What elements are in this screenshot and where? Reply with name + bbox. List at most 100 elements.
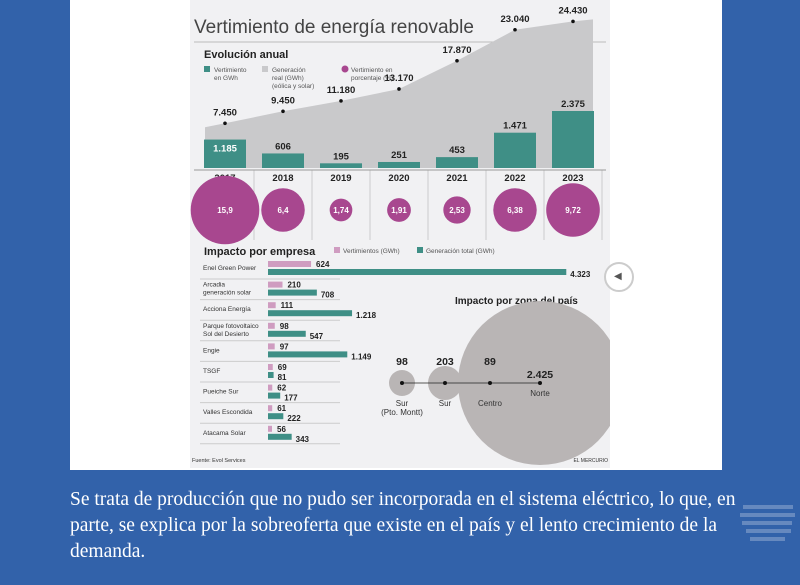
generacion-total-value: 547 — [310, 332, 324, 341]
legend-swatch-generacion — [262, 66, 268, 72]
generacion-point — [397, 87, 401, 91]
generacion-total-bar — [268, 330, 306, 337]
empresa-heading: Impacto por empresa — [204, 246, 316, 258]
porcentaje-bubble — [261, 188, 305, 232]
company-name: TSGF — [203, 368, 220, 375]
generacion-point — [339, 99, 343, 103]
porcentaje-label: 1,91 — [391, 206, 407, 215]
vertimientos-bar — [268, 425, 272, 432]
legend-swatch-porcentaje — [341, 65, 349, 73]
vertimiento-label: 1.185 — [213, 144, 237, 155]
year-label: 2021 — [446, 173, 468, 184]
zone-value: 98 — [396, 356, 408, 368]
year-label: 2022 — [504, 173, 525, 184]
zone-point — [538, 381, 542, 385]
legend-label: Vertimiento en GWh — [214, 67, 247, 82]
generacion-total-value: 222 — [287, 414, 301, 423]
year-label: 2020 — [388, 173, 409, 184]
porcentaje-label: 9,72 — [565, 206, 581, 215]
vertimientos-value: 210 — [287, 281, 301, 290]
company-name: Parque fotovoltaico Sol del Desierto — [203, 323, 259, 338]
company-name: Atacama Solar — [203, 430, 246, 437]
porcentaje-bubble — [443, 196, 471, 224]
generacion-label: 7.450 — [213, 107, 237, 118]
vertimientos-value: 624 — [316, 260, 330, 269]
generacion-point — [281, 109, 285, 114]
porcentaje-bubble — [329, 198, 353, 222]
porcentaje-bubble — [493, 188, 537, 232]
zona-heading: Impacto por zona del país — [455, 296, 578, 307]
vertimiento-label: 453 — [449, 145, 465, 156]
legend-label: Generación total (GWh) — [426, 248, 495, 255]
vertimientos-value: 61 — [277, 404, 286, 413]
credit: EL MERCURIO — [573, 458, 608, 464]
year-label: 2019 — [330, 173, 351, 184]
vertimiento-bar — [320, 163, 362, 168]
generacion-total-bar — [268, 433, 292, 440]
zone-name: Centro — [478, 399, 503, 408]
zone-value: 203 — [436, 356, 454, 368]
generacion-total-bar — [268, 310, 353, 317]
company-name: Engie — [203, 347, 220, 354]
zone-name: Sur (Pto. Montt) — [381, 399, 423, 417]
legend-label: Vertimientos (GWh) — [343, 248, 400, 255]
vertimiento-label: 2.375 — [561, 99, 585, 110]
porcentaje-label: 6,4 — [277, 206, 289, 215]
generacion-total-bar — [268, 413, 284, 420]
vertimientos-bar — [268, 302, 276, 309]
company-name: Enel Green Power — [203, 265, 257, 272]
generacion-total-value: 4.323 — [570, 270, 591, 279]
zone-point — [400, 381, 404, 385]
generacion-area — [205, 19, 593, 169]
generacion-label: 24.430 — [558, 5, 587, 16]
vertimiento-bar — [552, 111, 594, 168]
porcentaje-label: 1,74 — [333, 206, 349, 215]
carousel-prev-button[interactable]: ◀ — [604, 262, 634, 292]
company-name: Valles Escondida — [203, 409, 253, 416]
zone-name: Norte — [530, 389, 550, 398]
porcentaje-bubble — [190, 175, 260, 245]
company-name: Arcadia generación solar — [203, 282, 252, 297]
porcentaje-label: 6,38 — [507, 206, 523, 215]
generacion-point — [513, 27, 517, 32]
caption: Se trata de producción que no pudo ser i… — [70, 489, 736, 562]
legend-label: Generación real (GWh) (eólica y solar) — [272, 67, 314, 90]
generacion-point — [571, 19, 575, 24]
vertimientos-value: 56 — [277, 425, 286, 434]
company-name: Pueiche Sur — [203, 389, 239, 396]
vertimientos-bar — [268, 281, 283, 288]
vertimiento-label: 606 — [275, 141, 291, 152]
generacion-label: 11.180 — [327, 85, 356, 96]
infographic: Vertimiento de energía renovable Evolució… — [190, 0, 610, 468]
generacion-total-value: 708 — [321, 291, 335, 300]
vertimientos-bar — [268, 261, 312, 267]
legend-swatch-vertimientos — [334, 247, 340, 253]
vertimiento-label: 1.471 — [503, 121, 527, 132]
infographic-chart: Vertimiento de energía renovable Evolució… — [190, 5, 610, 465]
porcentaje-bubble — [546, 183, 600, 237]
generacion-point — [223, 121, 227, 126]
zone-point — [443, 381, 447, 385]
annual-heading: Evolución anual — [204, 49, 288, 61]
generacion-total-bar — [268, 351, 348, 358]
vertimientos-bar — [268, 405, 273, 412]
vertimiento-label: 195 — [333, 151, 350, 162]
vertimientos-bar — [268, 384, 273, 391]
zone-name: Sur — [439, 399, 452, 408]
year-label: 2023 — [562, 173, 583, 184]
generacion-total-value: 81 — [278, 373, 287, 382]
generacion-total-value: 1.218 — [356, 311, 377, 320]
generacion-label: 17.870 — [442, 45, 471, 56]
generacion-total-value: 343 — [296, 435, 310, 444]
generacion-point — [455, 58, 459, 63]
legend-swatch-vertimiento — [204, 66, 210, 72]
vertimiento-bar — [378, 161, 420, 168]
generacion-label: 23.040 — [500, 14, 529, 25]
generacion-label: 13.170 — [384, 73, 413, 84]
legend-swatch-generacion-total — [417, 247, 423, 253]
porcentaje-label: 15,9 — [217, 206, 233, 215]
generacion-total-value: 177 — [284, 394, 298, 403]
vertimientos-value: 98 — [280, 322, 289, 331]
source: Fuente: Evol Services — [192, 458, 246, 464]
vertimiento-label: 251 — [391, 150, 408, 161]
